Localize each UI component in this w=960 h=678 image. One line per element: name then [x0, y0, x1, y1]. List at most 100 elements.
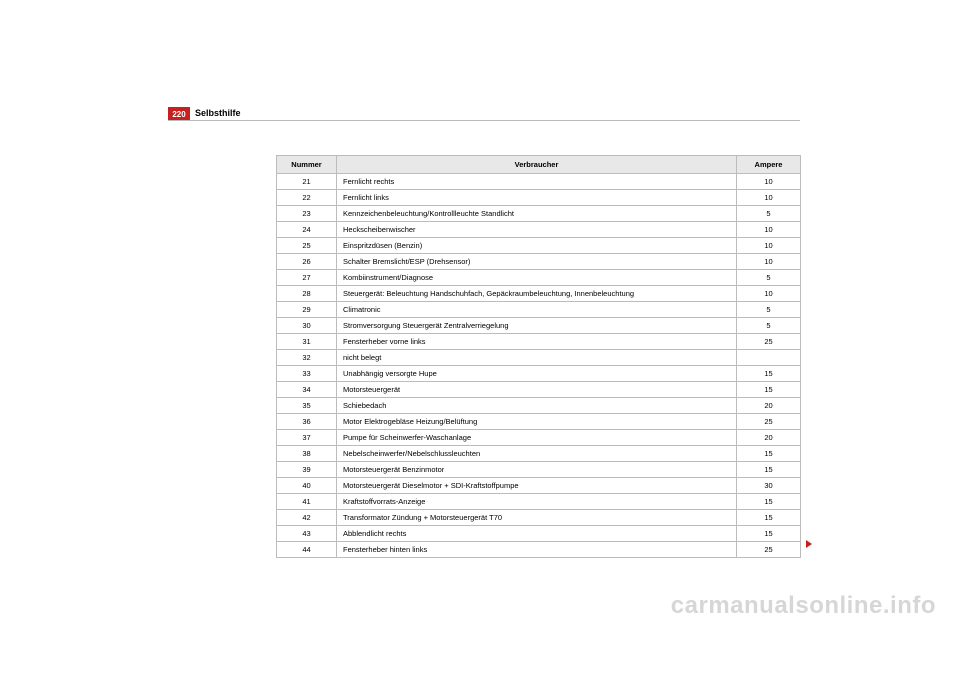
table-row: 36Motor Elektrogebläse Heizung/Belüftung… — [277, 414, 801, 430]
table-row: 29Climatronic5 — [277, 302, 801, 318]
table-row: 35Schiebedach20 — [277, 398, 801, 414]
cell-verbraucher: Steuergerät: Beleuchtung Handschuhfach, … — [337, 286, 737, 302]
cell-ampere: 15 — [737, 446, 801, 462]
cell-ampere: 10 — [737, 174, 801, 190]
cell-verbraucher: Stromversorgung Steuergerät Zentralverri… — [337, 318, 737, 334]
header-rule — [168, 120, 800, 121]
table-row: 21Fernlicht rechts10 — [277, 174, 801, 190]
watermark: carmanualsonline.info — [671, 592, 936, 620]
table-row: 37Pumpe für Scheinwerfer-Waschanlage20 — [277, 430, 801, 446]
cell-nummer: 43 — [277, 526, 337, 542]
table-body: 21Fernlicht rechts1022Fernlicht links102… — [277, 174, 801, 558]
table-row: 32nicht belegt — [277, 350, 801, 366]
col-header-ampere: Ampere — [737, 156, 801, 174]
table-row: 39Motorsteuergerät Benzinmotor15 — [277, 462, 801, 478]
col-header-nummer: Nummer — [277, 156, 337, 174]
table-row: 34Motorsteuergerät15 — [277, 382, 801, 398]
cell-verbraucher: Transformator Zündung + Motorsteuergerät… — [337, 510, 737, 526]
cell-nummer: 42 — [277, 510, 337, 526]
cell-nummer: 41 — [277, 494, 337, 510]
cell-ampere: 5 — [737, 206, 801, 222]
cell-verbraucher: Fensterheber vorne links — [337, 334, 737, 350]
cell-ampere: 20 — [737, 398, 801, 414]
cell-ampere: 20 — [737, 430, 801, 446]
cell-nummer: 24 — [277, 222, 337, 238]
cell-ampere: 10 — [737, 222, 801, 238]
cell-verbraucher: Climatronic — [337, 302, 737, 318]
table-header-row: Nummer Verbraucher Ampere — [277, 156, 801, 174]
table-row: 44Fensterheber hinten links25 — [277, 542, 801, 558]
cell-nummer: 28 — [277, 286, 337, 302]
section-title: Selbsthilfe — [195, 108, 241, 118]
table-row: 43Abblendlicht rechts15 — [277, 526, 801, 542]
page-number-tab: 220 — [168, 107, 190, 121]
cell-verbraucher: Motor Elektrogebläse Heizung/Belüftung — [337, 414, 737, 430]
cell-ampere: 25 — [737, 414, 801, 430]
cell-nummer: 26 — [277, 254, 337, 270]
cell-ampere: 5 — [737, 302, 801, 318]
cell-ampere: 10 — [737, 238, 801, 254]
table-row: 31Fensterheber vorne links25 — [277, 334, 801, 350]
cell-nummer: 35 — [277, 398, 337, 414]
cell-ampere: 15 — [737, 510, 801, 526]
table-row: 30Stromversorgung Steuergerät Zentralver… — [277, 318, 801, 334]
cell-nummer: 27 — [277, 270, 337, 286]
cell-nummer: 44 — [277, 542, 337, 558]
cell-verbraucher: Einspritzdüsen (Benzin) — [337, 238, 737, 254]
cell-nummer: 40 — [277, 478, 337, 494]
table-row: 23Kennzeichenbeleuchtung/Kontrollleuchte… — [277, 206, 801, 222]
cell-ampere: 15 — [737, 462, 801, 478]
cell-nummer: 34 — [277, 382, 337, 398]
cell-ampere: 5 — [737, 270, 801, 286]
cell-nummer: 38 — [277, 446, 337, 462]
table-row: 26Schalter Bremslicht/ESP (Drehsensor)10 — [277, 254, 801, 270]
cell-ampere: 30 — [737, 478, 801, 494]
table-row: 42Transformator Zündung + Motorsteuerger… — [277, 510, 801, 526]
cell-verbraucher: Fernlicht links — [337, 190, 737, 206]
cell-verbraucher: nicht belegt — [337, 350, 737, 366]
fuse-table: Nummer Verbraucher Ampere 21Fernlicht re… — [276, 155, 801, 558]
cell-nummer: 37 — [277, 430, 337, 446]
table-row: 22Fernlicht links10 — [277, 190, 801, 206]
cell-nummer: 39 — [277, 462, 337, 478]
cell-ampere: 25 — [737, 334, 801, 350]
cell-nummer: 31 — [277, 334, 337, 350]
table-row: 41Kraftstoffvorrats-Anzeige15 — [277, 494, 801, 510]
continue-arrow-icon — [806, 540, 812, 548]
cell-verbraucher: Fernlicht rechts — [337, 174, 737, 190]
cell-nummer: 25 — [277, 238, 337, 254]
cell-ampere: 15 — [737, 366, 801, 382]
cell-ampere: 10 — [737, 254, 801, 270]
cell-nummer: 32 — [277, 350, 337, 366]
cell-nummer: 23 — [277, 206, 337, 222]
cell-ampere — [737, 350, 801, 366]
cell-nummer: 21 — [277, 174, 337, 190]
table-row: 33Unabhängig versorgte Hupe15 — [277, 366, 801, 382]
cell-nummer: 33 — [277, 366, 337, 382]
cell-verbraucher: Schiebedach — [337, 398, 737, 414]
cell-nummer: 36 — [277, 414, 337, 430]
page: 220 Selbsthilfe Nummer Verbraucher Amper… — [0, 0, 960, 678]
cell-ampere: 15 — [737, 526, 801, 542]
cell-verbraucher: Nebelscheinwerfer/Nebelschlussleuchten — [337, 446, 737, 462]
cell-ampere: 25 — [737, 542, 801, 558]
cell-verbraucher: Unabhängig versorgte Hupe — [337, 366, 737, 382]
table-row: 38Nebelscheinwerfer/Nebelschlussleuchten… — [277, 446, 801, 462]
cell-verbraucher: Motorsteuergerät Dieselmotor + SDI-Kraft… — [337, 478, 737, 494]
cell-ampere: 15 — [737, 382, 801, 398]
cell-ampere: 15 — [737, 494, 801, 510]
cell-ampere: 5 — [737, 318, 801, 334]
table-row: 28Steuergerät: Beleuchtung Handschuhfach… — [277, 286, 801, 302]
table-row: 25Einspritzdüsen (Benzin)10 — [277, 238, 801, 254]
cell-verbraucher: Kraftstoffvorrats-Anzeige — [337, 494, 737, 510]
cell-verbraucher: Fensterheber hinten links — [337, 542, 737, 558]
cell-verbraucher: Heckscheibenwischer — [337, 222, 737, 238]
cell-nummer: 30 — [277, 318, 337, 334]
cell-verbraucher: Pumpe für Scheinwerfer-Waschanlage — [337, 430, 737, 446]
cell-nummer: 22 — [277, 190, 337, 206]
table-row: 40Motorsteuergerät Dieselmotor + SDI-Kra… — [277, 478, 801, 494]
table-row: 27Kombiinstrument/Diagnose5 — [277, 270, 801, 286]
cell-ampere: 10 — [737, 190, 801, 206]
col-header-verbraucher: Verbraucher — [337, 156, 737, 174]
cell-verbraucher: Motorsteuergerät Benzinmotor — [337, 462, 737, 478]
